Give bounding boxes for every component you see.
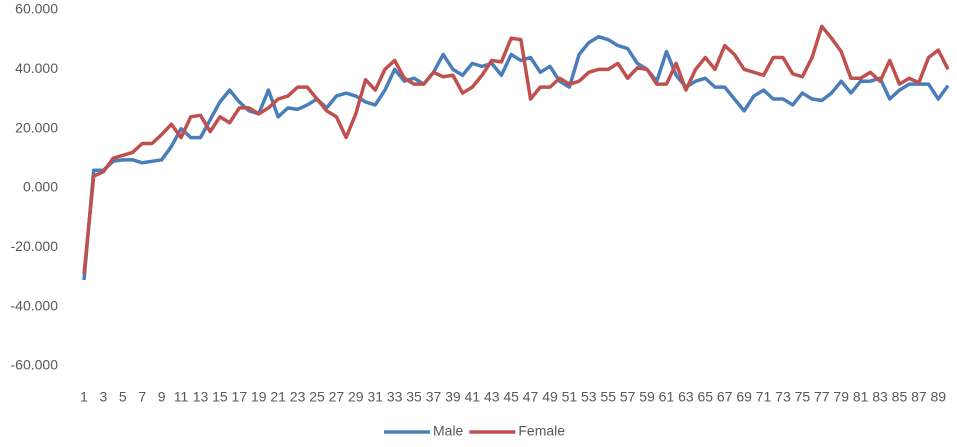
x-tick-label: 15 [212,389,228,405]
x-tick-label: 69 [736,389,752,405]
y-tick-label: 20.000 [15,119,58,135]
x-tick-label: 39 [445,389,461,405]
y-tick-label: -60.000 [11,357,59,373]
series-line [82,34,950,281]
x-tick-label: 71 [756,389,772,405]
x-tick-label: 17 [232,389,248,405]
x-tick-label: 1 [80,389,88,405]
x-tick-label: 29 [348,389,364,405]
y-tick-label: 40.000 [15,60,58,76]
x-tick-label: 63 [678,389,694,405]
x-tick-label: 9 [158,389,166,405]
x-tick-label: 13 [193,389,209,405]
x-tick-label: 21 [270,389,286,405]
x-tick-label: 33 [387,389,403,405]
x-tick-label: 41 [465,389,481,405]
x-tick-label: 27 [329,389,345,405]
legend-label: Male [433,423,464,439]
x-tick-label: 75 [795,389,811,405]
x-tick-label: 5 [119,389,127,405]
x-tick-label: 47 [523,389,539,405]
x-tick-label: 65 [698,389,714,405]
y-tick-label: -20.000 [11,238,59,254]
x-tick-label: 53 [581,389,597,405]
x-tick-label: 81 [853,389,869,405]
series-line [82,24,950,275]
x-tick-label: 45 [503,389,519,405]
x-tick-label: 89 [931,389,947,405]
x-tick-label: 55 [600,389,616,405]
x-tick-label: 35 [406,389,422,405]
x-tick-label: 61 [659,389,675,405]
y-tick-label: 60.000 [15,1,58,17]
x-tick-label: 43 [484,389,500,405]
x-tick-label: 7 [138,389,146,405]
x-tick-label: 79 [833,389,849,405]
x-tick-label: 11 [174,389,189,405]
x-tick-label: 25 [309,389,325,405]
x-tick-label: 77 [814,389,830,405]
x-tick-label: 31 [367,389,383,405]
y-tick-label: 0.000 [23,179,58,195]
x-tick-label: 67 [717,389,733,405]
y-tick-label: -40.000 [11,297,59,313]
x-tick-label: 37 [426,389,442,405]
x-tick-label: 49 [542,389,558,405]
x-tick-label: 59 [639,389,655,405]
x-tick-label: 51 [562,389,578,405]
x-tick-label: 83 [872,389,888,405]
x-tick-label: 19 [251,389,267,405]
x-tick-label: 73 [775,389,791,405]
x-tick-label: 3 [100,389,108,405]
x-tick-label: 23 [290,389,306,405]
x-tick-label: 57 [620,389,636,405]
legend-label: Female [518,423,565,439]
x-tick-label: 85 [892,389,908,405]
x-tick-label: 87 [911,389,927,405]
